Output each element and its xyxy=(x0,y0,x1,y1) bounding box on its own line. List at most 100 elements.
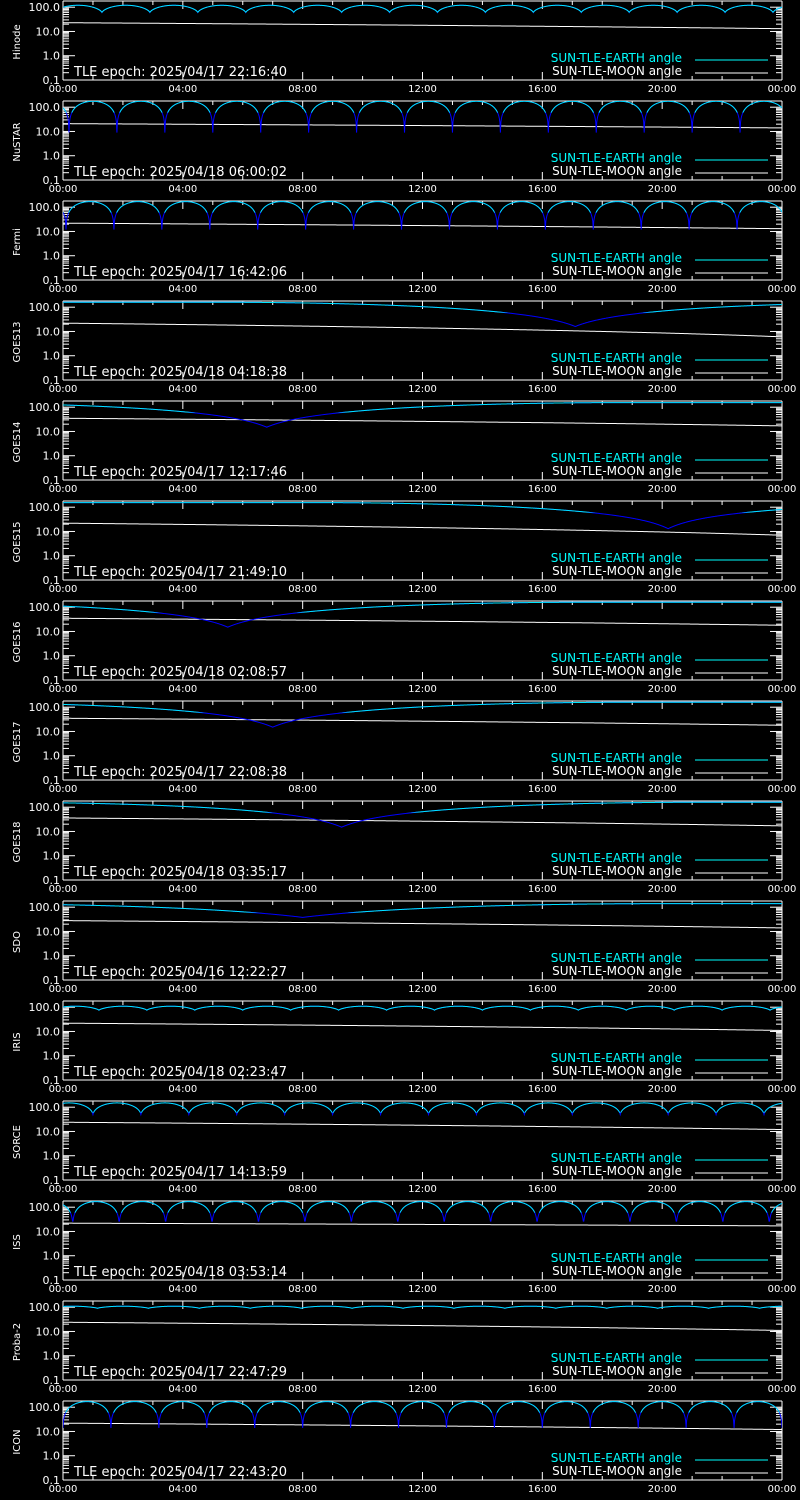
moon-angle-line xyxy=(63,817,782,827)
y-tick-label: 10.0 xyxy=(36,825,61,838)
x-tick-label: 00:00 xyxy=(49,984,78,995)
x-tick-label: 12:00 xyxy=(408,284,437,295)
y-tick-label: 100.0 xyxy=(29,1001,61,1014)
x-tick-label: 12:00 xyxy=(408,1284,437,1295)
earth-angle-line-high xyxy=(63,301,782,313)
y-tick-label: 10.0 xyxy=(36,325,61,338)
x-tick-label: 20:00 xyxy=(648,784,677,795)
moon-angle-line xyxy=(63,123,782,129)
legend-earth-label: SUN-TLE-EARTH angle xyxy=(551,551,682,565)
x-tick-label: 12:00 xyxy=(408,1484,437,1495)
x-tick-label: 04:00 xyxy=(168,784,197,795)
moon-angle-line xyxy=(63,920,782,929)
earth-angle-line-high xyxy=(63,801,782,813)
earth-angle-line-high xyxy=(63,1005,782,1011)
y-tick-label: 1.0 xyxy=(43,650,61,663)
x-tick-label: 20:00 xyxy=(648,1084,677,1095)
moon-angle-line xyxy=(63,617,782,626)
x-tick-label: 20:00 xyxy=(648,184,677,195)
x-tick-label: 00:00 xyxy=(768,384,797,395)
x-tick-label: 00:00 xyxy=(768,584,797,595)
x-tick-label: 04:00 xyxy=(168,1384,197,1395)
x-tick-label: 00:00 xyxy=(49,1184,78,1195)
moon-angle-line xyxy=(63,1321,782,1331)
x-tick-label: 00:00 xyxy=(768,884,797,895)
moon-angle-line xyxy=(63,1222,782,1227)
x-tick-label: 12:00 xyxy=(408,84,437,95)
tle-epoch-label: TLE epoch: 2025/04/17 22:16:40 xyxy=(73,65,287,80)
earth-angle-line-high xyxy=(63,101,782,113)
legend-earth-label: SUN-TLE-EARTH angle xyxy=(551,951,682,965)
plot-area xyxy=(63,701,782,728)
panel-iss: 100.010.01.00.100:00 04:00 08:00 12:00 16:00… xyxy=(12,1200,796,1295)
plot-area xyxy=(63,101,782,133)
x-tick-label: 12:00 xyxy=(408,1184,437,1195)
moon-angle-line xyxy=(63,1121,782,1131)
x-tick-label: 00:00 xyxy=(49,1084,78,1095)
x-tick-label: 12:00 xyxy=(408,684,437,695)
x-tick-label: 16:00 xyxy=(528,1284,557,1295)
y-tick-label: 100.0 xyxy=(29,901,61,914)
y-tick-label: 10.0 xyxy=(36,425,61,438)
legend-moon-label: SUN-TLE-MOON angle xyxy=(552,464,682,478)
y-tick-label: 100.0 xyxy=(29,101,61,114)
tle-epoch-label: TLE epoch: 2025/04/18 02:23:47 xyxy=(73,1065,287,1080)
plot-area xyxy=(63,1401,782,1431)
earth-angle-line-high xyxy=(63,1102,782,1113)
legend-earth-label: SUN-TLE-EARTH angle xyxy=(551,351,682,365)
x-tick-label: 04:00 xyxy=(168,184,197,195)
y-tick-label: 1.0 xyxy=(43,1450,61,1463)
x-tick-label: 08:00 xyxy=(288,884,317,895)
y-tick-label: 100.0 xyxy=(29,401,61,414)
x-tick-label: 20:00 xyxy=(648,84,677,95)
legend-moon-label: SUN-TLE-MOON angle xyxy=(552,1264,682,1278)
y-tick-label: 1.0 xyxy=(43,1150,61,1163)
x-tick-label: 00:00 xyxy=(49,684,78,695)
y-tick-label: 10.0 xyxy=(36,1125,61,1138)
y-tick-label: 0.1 xyxy=(43,1274,61,1287)
panel-goes15: 100.010.01.00.100:00 04:00 08:00 12:00 16:00… xyxy=(12,500,797,595)
y-tick-label: 0.1 xyxy=(43,874,61,887)
x-tick-label: 20:00 xyxy=(648,1184,677,1195)
x-tick-label: 20:00 xyxy=(648,884,677,895)
panel-icon: 100.010.01.00.100:00 04:00 08:00 12:00 16:00… xyxy=(12,1400,797,1495)
x-tick-label: 00:00 xyxy=(768,1484,797,1495)
plot-area xyxy=(63,1201,782,1227)
x-tick-label: 12:00 xyxy=(408,384,437,395)
x-tick-label: 12:00 xyxy=(408,984,437,995)
panel-sorce: 100.010.01.00.100:00 04:00 08:00 12:00 16:00… xyxy=(12,1100,796,1195)
legend-moon-label: SUN-TLE-MOON angle xyxy=(552,1364,682,1378)
tle-epoch-label: TLE epoch: 2025/04/16 12:22:27 xyxy=(73,965,287,980)
y-tick-label: 100.0 xyxy=(29,201,61,214)
satellite-name: GOES13 xyxy=(12,321,23,362)
x-tick-label: 08:00 xyxy=(288,1084,317,1095)
x-tick-label: 16:00 xyxy=(528,384,557,395)
x-tick-label: 00:00 xyxy=(49,1484,78,1495)
x-tick-label: 20:00 xyxy=(648,284,677,295)
x-tick-label: 16:00 xyxy=(528,484,557,495)
y-tick-label: 10.0 xyxy=(36,525,61,538)
x-tick-label: 08:00 xyxy=(288,384,317,395)
x-tick-label: 04:00 xyxy=(168,984,197,995)
legend-earth-label: SUN-TLE-EARTH angle xyxy=(551,251,682,265)
satellite-name: GOES16 xyxy=(12,621,23,662)
x-tick-label: 04:00 xyxy=(168,684,197,695)
panel-fermi: 100.010.01.00.100:00 04:00 08:00 12:00 16:00… xyxy=(12,200,796,295)
tle-epoch-label: TLE epoch: 2025/04/17 16:42:06 xyxy=(73,265,287,280)
legend-earth-label: SUN-TLE-EARTH angle xyxy=(551,1251,682,1265)
legend-earth-label: SUN-TLE-EARTH angle xyxy=(551,1051,682,1065)
y-tick-label: 100.0 xyxy=(29,301,61,314)
x-tick-label: 00:00 xyxy=(49,184,78,195)
plot-area xyxy=(63,301,782,338)
plot-area xyxy=(63,502,782,536)
x-tick-label: 08:00 xyxy=(288,484,317,495)
x-tick-label: 20:00 xyxy=(648,584,677,595)
panel-iris: 100.010.01.00.100:00 04:00 08:00 12:00 16:00… xyxy=(12,1000,796,1095)
y-tick-label: 1.0 xyxy=(43,950,61,963)
y-tick-label: 100.0 xyxy=(29,701,61,714)
satellite-name: Hinode xyxy=(12,24,23,59)
x-tick-label: 00:00 xyxy=(768,484,797,495)
earth-angle-line-high xyxy=(63,701,782,713)
legend-moon-label: SUN-TLE-MOON angle xyxy=(552,264,682,278)
x-tick-label: 16:00 xyxy=(528,184,557,195)
